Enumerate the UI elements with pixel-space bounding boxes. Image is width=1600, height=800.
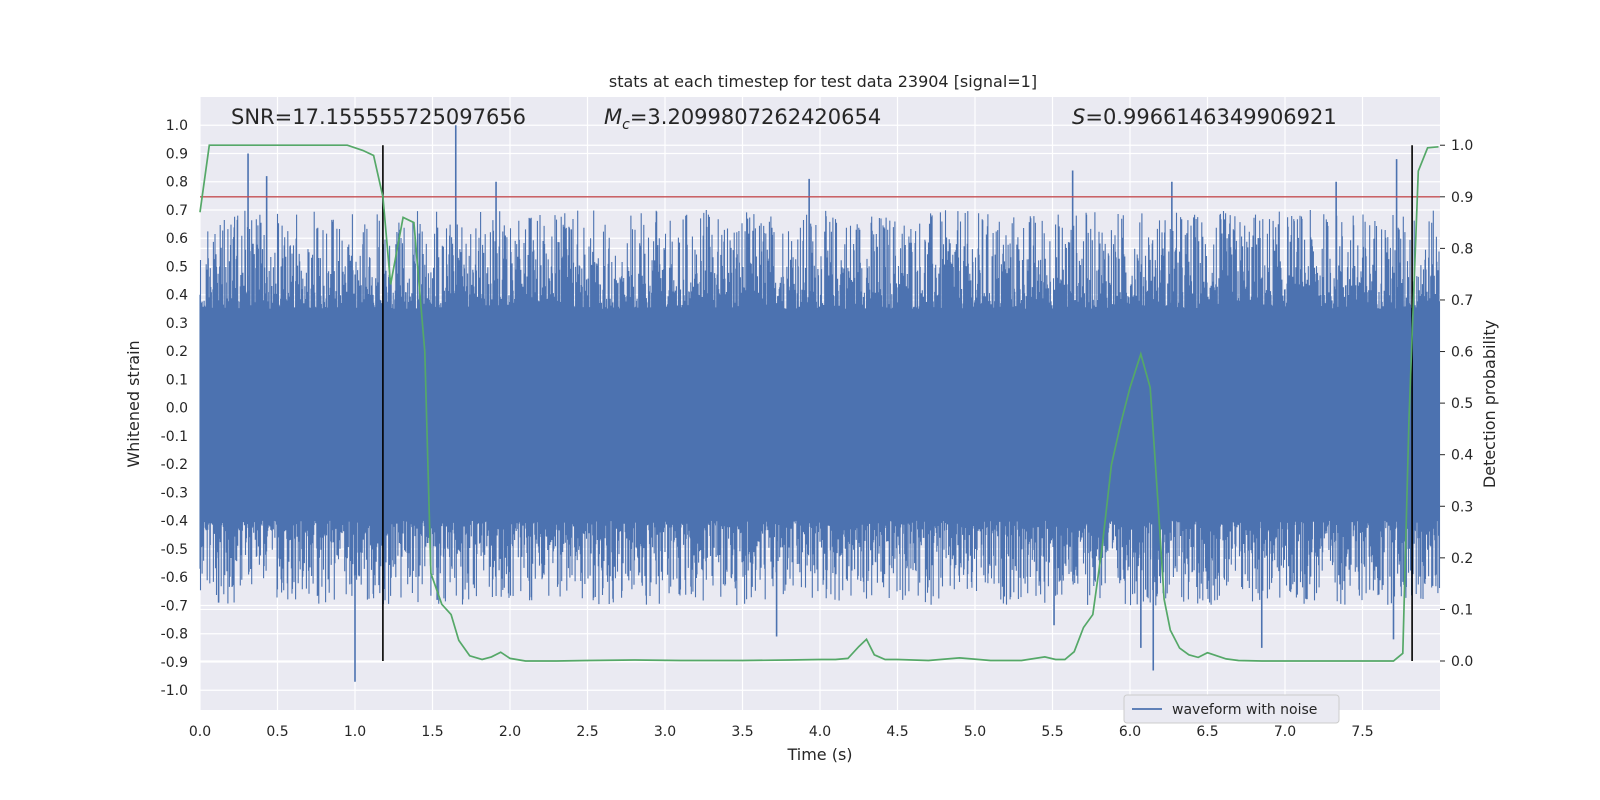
y-left-tick-label: 1.0 <box>166 118 188 134</box>
y-left-tick-label: -0.4 <box>161 514 188 530</box>
x-tick-label: 4.5 <box>886 724 908 740</box>
x-tick-label: 2.0 <box>499 724 521 740</box>
legend-frame <box>1123 694 1340 724</box>
y-left-tick-label: -0.1 <box>161 429 188 445</box>
x-tick-label: 1.5 <box>421 724 443 740</box>
chirp-mass-subscript: c <box>622 117 630 133</box>
chirp-mass-value: =3.2099807262420654 <box>630 105 881 129</box>
y-left-tick-label: -0.9 <box>161 655 188 671</box>
x-tick-label: 2.5 <box>576 724 598 740</box>
chirp-mass-symbol: M <box>604 105 622 129</box>
y-left-tick-label: 0.5 <box>166 259 188 275</box>
y-right-tick-label: 1.0 <box>1451 138 1473 154</box>
chart-title: stats at each timestep for test data 239… <box>609 72 1037 91</box>
y-left-tick-label: 0.9 <box>166 146 188 162</box>
y-right-tick-label: 0.9 <box>1451 190 1473 206</box>
y-left-tick-label: 0.8 <box>166 175 188 191</box>
y-left-tick-label: 0.0 <box>166 401 188 417</box>
y-axis-right-label: Detection probability <box>1480 320 1499 488</box>
score-symbol: S <box>1072 105 1085 129</box>
x-tick-label: 7.5 <box>1351 724 1373 740</box>
y-right-tick-label: 0.8 <box>1451 241 1473 257</box>
y-left-tick-label: -0.5 <box>161 542 188 558</box>
score-value: =0.9966146349906921 <box>1085 105 1336 129</box>
y-right-tick-label: 0.6 <box>1451 345 1473 361</box>
y-right-tick-label: 0.1 <box>1451 602 1473 618</box>
x-tick-label: 5.0 <box>964 724 986 740</box>
y-left-tick-label: 0.6 <box>166 231 188 247</box>
legend: waveform with noise <box>1123 694 1340 724</box>
chirp-mass-annotation: Mc=3.2099807262420654 <box>604 105 881 133</box>
y-right-tick-label: 0.3 <box>1451 499 1473 515</box>
x-tick-label: 0.0 <box>189 724 211 740</box>
waveform-series <box>199 125 1441 682</box>
y-left-tick-label: -0.7 <box>161 598 188 614</box>
y-right-tick-label: 0.2 <box>1451 551 1473 567</box>
y-left-tick-label: -0.2 <box>161 457 188 473</box>
y-left-tick-label: 0.7 <box>166 203 188 219</box>
x-tick-label: 6.5 <box>1196 724 1218 740</box>
y-axis-left-label: Whitened strain <box>124 340 143 467</box>
y-left-tick-label: -1.0 <box>161 683 188 699</box>
y-right-tick-label: 0.4 <box>1451 448 1473 464</box>
y-right-tick-label: 0.5 <box>1451 396 1473 412</box>
x-tick-label: 5.5 <box>1041 724 1063 740</box>
x-tick-label: 6.0 <box>1119 724 1141 740</box>
y-left-tick-label: 0.4 <box>166 288 188 304</box>
y-left-tick-label: 0.1 <box>166 372 188 388</box>
x-tick-label: 3.0 <box>654 724 676 740</box>
y-left-tick-label: 0.2 <box>166 344 188 360</box>
x-tick-label: 7.0 <box>1274 724 1296 740</box>
y-axis-left-ticks: 1.0 0.9 0.8 0.7 0.6 0.5 0.4 0.3 0.2 0.1 0.0 -0.1 -0.… <box>161 118 188 699</box>
y-right-tick-label: 0.7 <box>1451 293 1473 309</box>
x-tick-label: 4.0 <box>809 724 831 740</box>
y-left-tick-label: 0.3 <box>166 316 188 332</box>
y-left-tick-label: -0.3 <box>161 485 188 501</box>
reference-lines <box>200 145 1440 662</box>
legend-label: waveform with noise <box>1172 702 1317 718</box>
y-right-tick-label: 0.0 <box>1451 654 1473 670</box>
x-tick-label: 3.5 <box>731 724 753 740</box>
y-left-tick-label: -0.6 <box>161 570 188 586</box>
snr-annotation: SNR=17.155555725097656 <box>231 105 526 129</box>
probability-series <box>199 144 1439 662</box>
probability-line <box>199 144 1439 662</box>
x-axis-ticks: 0.0 0.5 1.0 1.5 2.0 2.5 3.0 3.5 4.0 4.5 5.0 5.5 6.0 6… <box>189 724 1374 740</box>
y-left-tick-label: -0.8 <box>161 627 188 643</box>
x-tick-label: 1.0 <box>344 724 366 740</box>
waveform-noise <box>199 210 1441 606</box>
x-tick-label: 0.5 <box>266 724 288 740</box>
x-axis-label: Time (s) <box>786 745 852 764</box>
score-annotation: S=0.9966146349906921 <box>1072 105 1337 129</box>
y-axis-right-ticks: 1.0 0.9 0.8 0.7 0.6 0.5 0.4 0.3 0.2 0.1 0.0 <box>1440 138 1473 670</box>
